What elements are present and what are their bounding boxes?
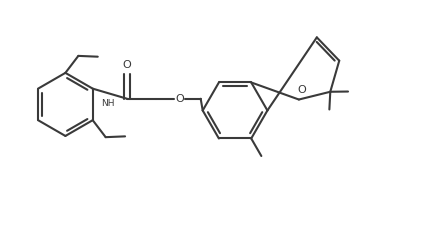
Text: O: O [123, 61, 132, 70]
Text: NH: NH [101, 99, 115, 108]
Text: O: O [175, 94, 184, 104]
Text: O: O [297, 85, 306, 95]
